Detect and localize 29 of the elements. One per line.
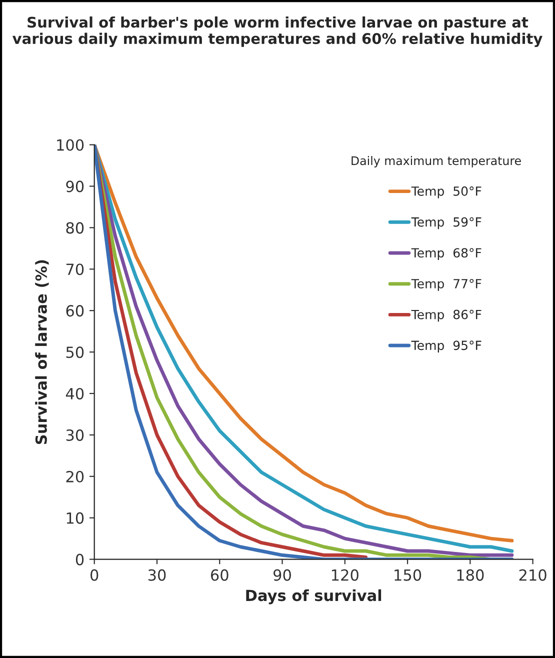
y-axis-title: Survival of larvae (%)	[35, 260, 49, 444]
legend-label: Temp 77°F	[411, 278, 482, 291]
y-tick-label: 100	[57, 139, 84, 151]
x-axis-title: Days of survival	[246, 589, 382, 604]
x-tick-label: 180	[457, 569, 484, 581]
y-tick-label: 50	[66, 346, 84, 358]
chart-title: Survival of barber's pole worm infective larvae on pasture at various daily maximum temperatures and 60% relative humidity	[12, 16, 542, 48]
x-tick-label: 120	[332, 569, 358, 581]
x-tick-label: 90	[274, 569, 291, 581]
legend-label: Temp 95°F	[411, 340, 482, 353]
y-tick-label: 60	[66, 305, 84, 317]
legend-label: Temp 59°F	[411, 217, 482, 230]
legend-label: Temp 68°F	[411, 248, 482, 260]
y-tick-label: 0	[76, 554, 84, 566]
x-tick-label: 60	[210, 569, 228, 581]
y-tick-label: 30	[66, 429, 84, 441]
y-tick-label: 40	[66, 388, 84, 400]
y-tick-label: 20	[66, 470, 84, 482]
x-tick-label: 0	[90, 569, 98, 581]
y-tick-label: 70	[66, 264, 84, 276]
x-tick-label: 210	[519, 569, 546, 581]
x-tick-label: 150	[394, 569, 422, 581]
legend-title: Daily maximum temperature	[352, 156, 521, 168]
y-tick-label: 10	[66, 512, 84, 524]
x-tick-label: 30	[148, 569, 166, 581]
legend-label: Temp 86°F	[411, 310, 482, 322]
y-tick-label: 80	[66, 222, 84, 234]
legend-label: Temp 50°F	[411, 186, 482, 198]
y-tick-label: 90	[66, 180, 84, 192]
